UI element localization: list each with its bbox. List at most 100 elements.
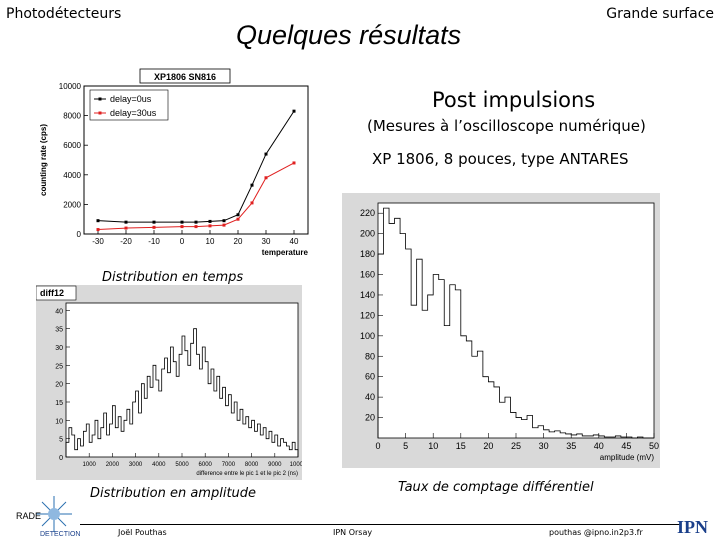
data-point [208, 219, 212, 223]
time-distribution-histogram: diff12 0 5 10 15 20 25 30 35 40 1000 2000 3000 4000 50… [36, 285, 302, 480]
x-tick-label: 45 [621, 441, 631, 451]
y-tick-label: 6000 [63, 141, 81, 150]
differential-rate-label: Taux de comptage différentiel [398, 480, 594, 495]
y-axis-label: counting rate (cps) [39, 124, 48, 196]
x-tick-label: 8000 [245, 462, 259, 468]
header-right-title: Grande surface [606, 6, 714, 22]
time-distribution-label: Distribution en temps [102, 270, 244, 285]
x-tick-label: 9000 [268, 462, 282, 468]
footer-institute: IPN Orsay [333, 528, 373, 537]
x-tick-label: 30 [262, 237, 271, 246]
chart-title: diff12 [40, 288, 64, 298]
legend-label: delay=0us [110, 94, 152, 104]
data-point [180, 220, 184, 224]
ipn-logo-text: IPN [677, 517, 708, 537]
radet-logo-bottom-text: DETECTION [40, 531, 80, 538]
y-tick-label: 140 [360, 290, 375, 300]
y-tick-label: 80 [365, 351, 375, 361]
data-point [152, 220, 156, 224]
y-tick-label: 0 [59, 455, 63, 462]
x-tick-label: 20 [234, 237, 243, 246]
legend-marker [98, 97, 102, 101]
y-tick-label: 20 [365, 413, 375, 423]
y-tick-label: 15 [55, 400, 63, 407]
x-tick-label: 30 [539, 441, 549, 451]
x-tick-label: 25 [511, 441, 521, 451]
y-tick-label: 100 [360, 331, 375, 341]
x-tick-label: 7000 [222, 462, 236, 468]
section-subtitle: (Mesures à l’oscilloscope numérique) [367, 117, 646, 135]
data-point [250, 201, 254, 205]
data-point [250, 183, 254, 187]
data-point [264, 176, 268, 180]
counting-rate-chart: XP1806 SN816 0 2000 4000 6000 8000 10000 -30 -20… [36, 68, 316, 268]
y-tick-label: 35 [55, 327, 63, 334]
x-axis-label: amplitude (mV) [600, 453, 655, 462]
section-heading: Post impulsions [432, 88, 596, 112]
data-point [124, 226, 128, 230]
x-tick-label: 10000 [290, 462, 302, 468]
y-tick-label: 0 [77, 230, 82, 239]
x-tick-label: 0 [180, 237, 185, 246]
data-point [96, 219, 100, 223]
amplitude-histogram: 20 40 60 80 100 120 140 160 180 200 220 0 5 10 15 20 25 3… [342, 193, 660, 468]
x-tick-label: 40 [290, 237, 299, 246]
y-tick-label: 8000 [63, 112, 81, 121]
footer-email: pouthas @ipno.in2p3.fr [549, 528, 643, 537]
footer-author: Joël Pouthas [118, 528, 167, 537]
x-tick-label: 5000 [175, 462, 189, 468]
data-point [194, 225, 198, 229]
y-tick-label: 180 [360, 249, 375, 259]
data-point [222, 223, 226, 227]
y-tick-label: 40 [55, 308, 63, 315]
chart-title: XP1806 SN816 [154, 72, 216, 82]
data-point [292, 109, 296, 113]
y-tick-label: 220 [360, 208, 375, 218]
y-tick-label: 2000 [63, 200, 81, 209]
data-point [264, 152, 268, 156]
header-left-title: Photodétecteurs [6, 6, 122, 22]
data-point [96, 228, 100, 232]
plot-frame [65, 302, 299, 458]
y-tick-label: 4000 [63, 171, 81, 180]
data-point [236, 217, 240, 221]
x-tick-label: -20 [120, 237, 132, 246]
y-tick-label: 5 [59, 437, 63, 444]
data-point [180, 225, 184, 229]
amplitude-distribution-label: Distribution en amplitude [90, 486, 257, 501]
x-tick-label: -10 [148, 237, 160, 246]
x-tick-label: 35 [566, 441, 576, 451]
data-point [222, 219, 226, 223]
ipn-logo: IPN [677, 517, 708, 537]
x-tick-label: 10 [428, 441, 438, 451]
x-tick-label: 10 [206, 237, 215, 246]
data-point [292, 161, 296, 165]
legend-marker [98, 111, 102, 115]
x-tick-label: 2000 [106, 462, 120, 468]
data-point [208, 224, 212, 228]
data-point [124, 220, 128, 224]
page-title: Quelques résultats [236, 20, 462, 50]
x-tick-label: 50 [649, 441, 659, 451]
data-point [194, 220, 198, 224]
legend-label: delay=30us [110, 108, 157, 118]
x-tick-label: 20 [483, 441, 493, 451]
device-description: XP 1806, 8 pouces, type ANTARES [372, 150, 629, 168]
chart-title-box [139, 68, 231, 84]
x-tick-label: 40 [594, 441, 604, 451]
legend-box [89, 89, 169, 121]
histogram-outline [65, 328, 299, 457]
y-tick-label: 20 [55, 382, 63, 389]
x-tick-label: 5 [403, 441, 408, 451]
y-tick-label: 25 [55, 363, 63, 370]
data-point [236, 213, 240, 217]
x-tick-label: 4000 [152, 462, 166, 468]
x-tick-label: 0 [375, 441, 380, 451]
x-tick-label: 3000 [129, 462, 143, 468]
y-tick-label: 10 [55, 418, 63, 425]
x-axis-label: temperature [262, 248, 309, 257]
y-tick-label: 120 [360, 310, 375, 320]
radet-logo-top-text: RADE [16, 511, 41, 521]
y-tick-label: 200 [360, 229, 375, 239]
y-tick-label: 30 [55, 345, 63, 352]
